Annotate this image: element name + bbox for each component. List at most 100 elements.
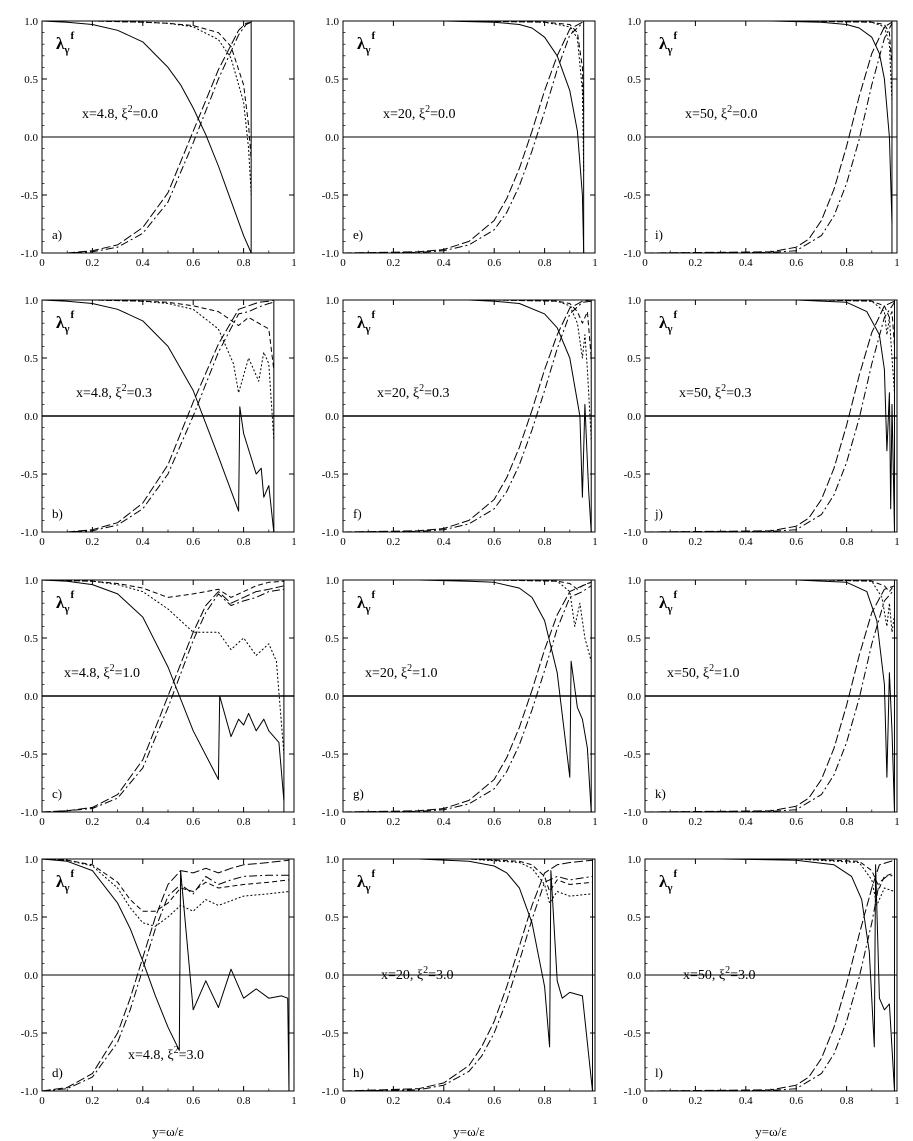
y-tick-label: -0.5 xyxy=(322,749,340,761)
y-tick-label: 1.0 xyxy=(627,854,641,866)
f-superscript: f xyxy=(71,868,75,880)
y-axis-label: λγf xyxy=(659,589,678,615)
x-tick-label: 0.2 xyxy=(86,257,100,269)
x-tick-label: 0.2 xyxy=(387,536,401,548)
x-tick-label: 0.4 xyxy=(437,536,451,548)
y-tick-label: -1.0 xyxy=(624,1086,642,1098)
series-line-dashdot xyxy=(342,22,583,254)
series-line-dashdot xyxy=(342,875,593,1092)
x-tick-label: 0.8 xyxy=(237,1095,251,1107)
parameter-annotation: x=20, ξ2=0.0 xyxy=(383,104,456,122)
series-line-longdash xyxy=(644,585,895,813)
series-line-solid xyxy=(41,858,290,1092)
y-tick-label: 1.0 xyxy=(325,854,339,866)
y-tick-label: -0.5 xyxy=(322,469,340,481)
x-tick-label: 0.4 xyxy=(437,1095,451,1107)
y-axis-label: λγf xyxy=(357,30,376,56)
lambda-symbol: λ xyxy=(659,872,668,891)
lambda-symbol: λ xyxy=(357,313,366,332)
lambda-symbol: λ xyxy=(659,313,668,332)
y-tick-label: 0.0 xyxy=(627,970,641,982)
series-line-dashdot xyxy=(42,21,252,254)
series-line-solid xyxy=(343,579,592,813)
gamma-subscript: γ xyxy=(364,603,370,615)
x-tick-label: 1 xyxy=(592,257,598,269)
f-superscript: f xyxy=(71,589,75,601)
y-tick-label: 0.5 xyxy=(24,353,38,365)
panel-label: j) xyxy=(654,506,663,521)
separator: , xyxy=(696,666,703,681)
x-tick-label: 0.4 xyxy=(437,816,451,828)
x-axis-label: y=ω/ε xyxy=(453,1124,485,1139)
x-tick-label: 0.6 xyxy=(789,816,803,828)
series-line-dash xyxy=(343,20,585,114)
y-tick-label: 0.5 xyxy=(325,74,339,86)
x-tick-label: 0.4 xyxy=(136,536,150,548)
y-tick-label: 0.0 xyxy=(24,411,38,423)
series-line-dash xyxy=(645,579,895,593)
panel-k: -1.0 -0.5 0.0 0.5 1.0 0 0.2 0.4 0.6 0.8 1 λγf x=50, … xyxy=(624,575,900,828)
y-tick-label: -0.5 xyxy=(21,749,39,761)
x-tick-label: 0.6 xyxy=(487,1095,501,1107)
x-tick-label: 0 xyxy=(340,816,346,828)
x-tick-label: 0 xyxy=(340,257,346,269)
y-tick-label: 1.0 xyxy=(325,16,339,28)
y-tick-label: 1.0 xyxy=(627,295,641,307)
xi-value: =3.0 xyxy=(428,968,453,983)
gamma-subscript: γ xyxy=(666,323,672,335)
series-line-dash xyxy=(42,20,252,161)
x-tick-label: 0.2 xyxy=(86,1095,100,1107)
x-tick-label: 0 xyxy=(39,816,45,828)
f-superscript: f xyxy=(674,868,678,880)
xi-value: =0.0 xyxy=(732,107,757,122)
lambda-symbol: λ xyxy=(56,872,65,891)
xi-symbol: ξ xyxy=(721,107,727,122)
separator: , xyxy=(410,968,417,983)
xi-symbol: ξ xyxy=(715,386,721,401)
lambda-symbol: λ xyxy=(56,313,65,332)
x-param: x=20 xyxy=(365,666,394,681)
y-axis-label: λγf xyxy=(357,589,376,615)
series-line-dash xyxy=(343,858,593,892)
y-tick-label: 0.0 xyxy=(627,132,641,144)
x-tick-label: 0.6 xyxy=(186,257,200,269)
series-line-longdash xyxy=(342,581,592,813)
series-line-dashdot xyxy=(41,588,284,813)
x-tick-label: 0.2 xyxy=(86,816,100,828)
x-tick-label: 0.8 xyxy=(840,536,854,548)
x-tick-label: 0 xyxy=(39,536,45,548)
xi-exponent: 2 xyxy=(725,965,730,976)
xi-value: =1.0 xyxy=(714,666,739,681)
series-line-solid xyxy=(343,858,593,1092)
xi-symbol: ξ xyxy=(103,666,109,681)
y-tick-label: -0.5 xyxy=(624,190,642,202)
y-tick-label: -0.5 xyxy=(21,469,39,481)
xi-symbol: ξ xyxy=(703,666,709,681)
x-tick-label: 0.8 xyxy=(237,257,251,269)
xi-exponent: 2 xyxy=(419,383,424,394)
x-tick-label: 0.2 xyxy=(387,816,401,828)
y-tick-label: -0.5 xyxy=(322,190,340,202)
x-tick-label: 0.4 xyxy=(739,257,753,269)
y-tick-label: 0.5 xyxy=(325,912,339,924)
y-axis-label: λγf xyxy=(357,868,376,894)
x-axis-label: y=ω/ε xyxy=(152,1124,184,1139)
gamma-subscript: γ xyxy=(63,323,69,335)
y-axis-label: λγf xyxy=(56,589,75,615)
y-axis-label: λγf xyxy=(659,868,678,894)
x-param: x=20 xyxy=(377,386,406,401)
xi-symbol: ξ xyxy=(413,386,419,401)
xi-symbol: ξ xyxy=(417,968,423,983)
x-tick-label: 1 xyxy=(894,257,900,269)
separator: , xyxy=(708,386,715,401)
xi-exponent: 2 xyxy=(407,663,412,674)
series-line-longdash xyxy=(41,585,285,813)
y-tick-label: 1.0 xyxy=(627,16,641,28)
x-tick-label: 0.6 xyxy=(186,536,200,548)
x-tick-label: 0.8 xyxy=(237,816,251,828)
panel-c: -1.0 -0.5 0.0 0.5 1.0 0 0.2 0.4 0.6 0.8 1 λγf x=4.8,… xyxy=(21,575,297,828)
f-superscript: f xyxy=(372,309,376,321)
f-superscript: f xyxy=(674,309,678,321)
x-tick-label: 0.6 xyxy=(789,536,803,548)
